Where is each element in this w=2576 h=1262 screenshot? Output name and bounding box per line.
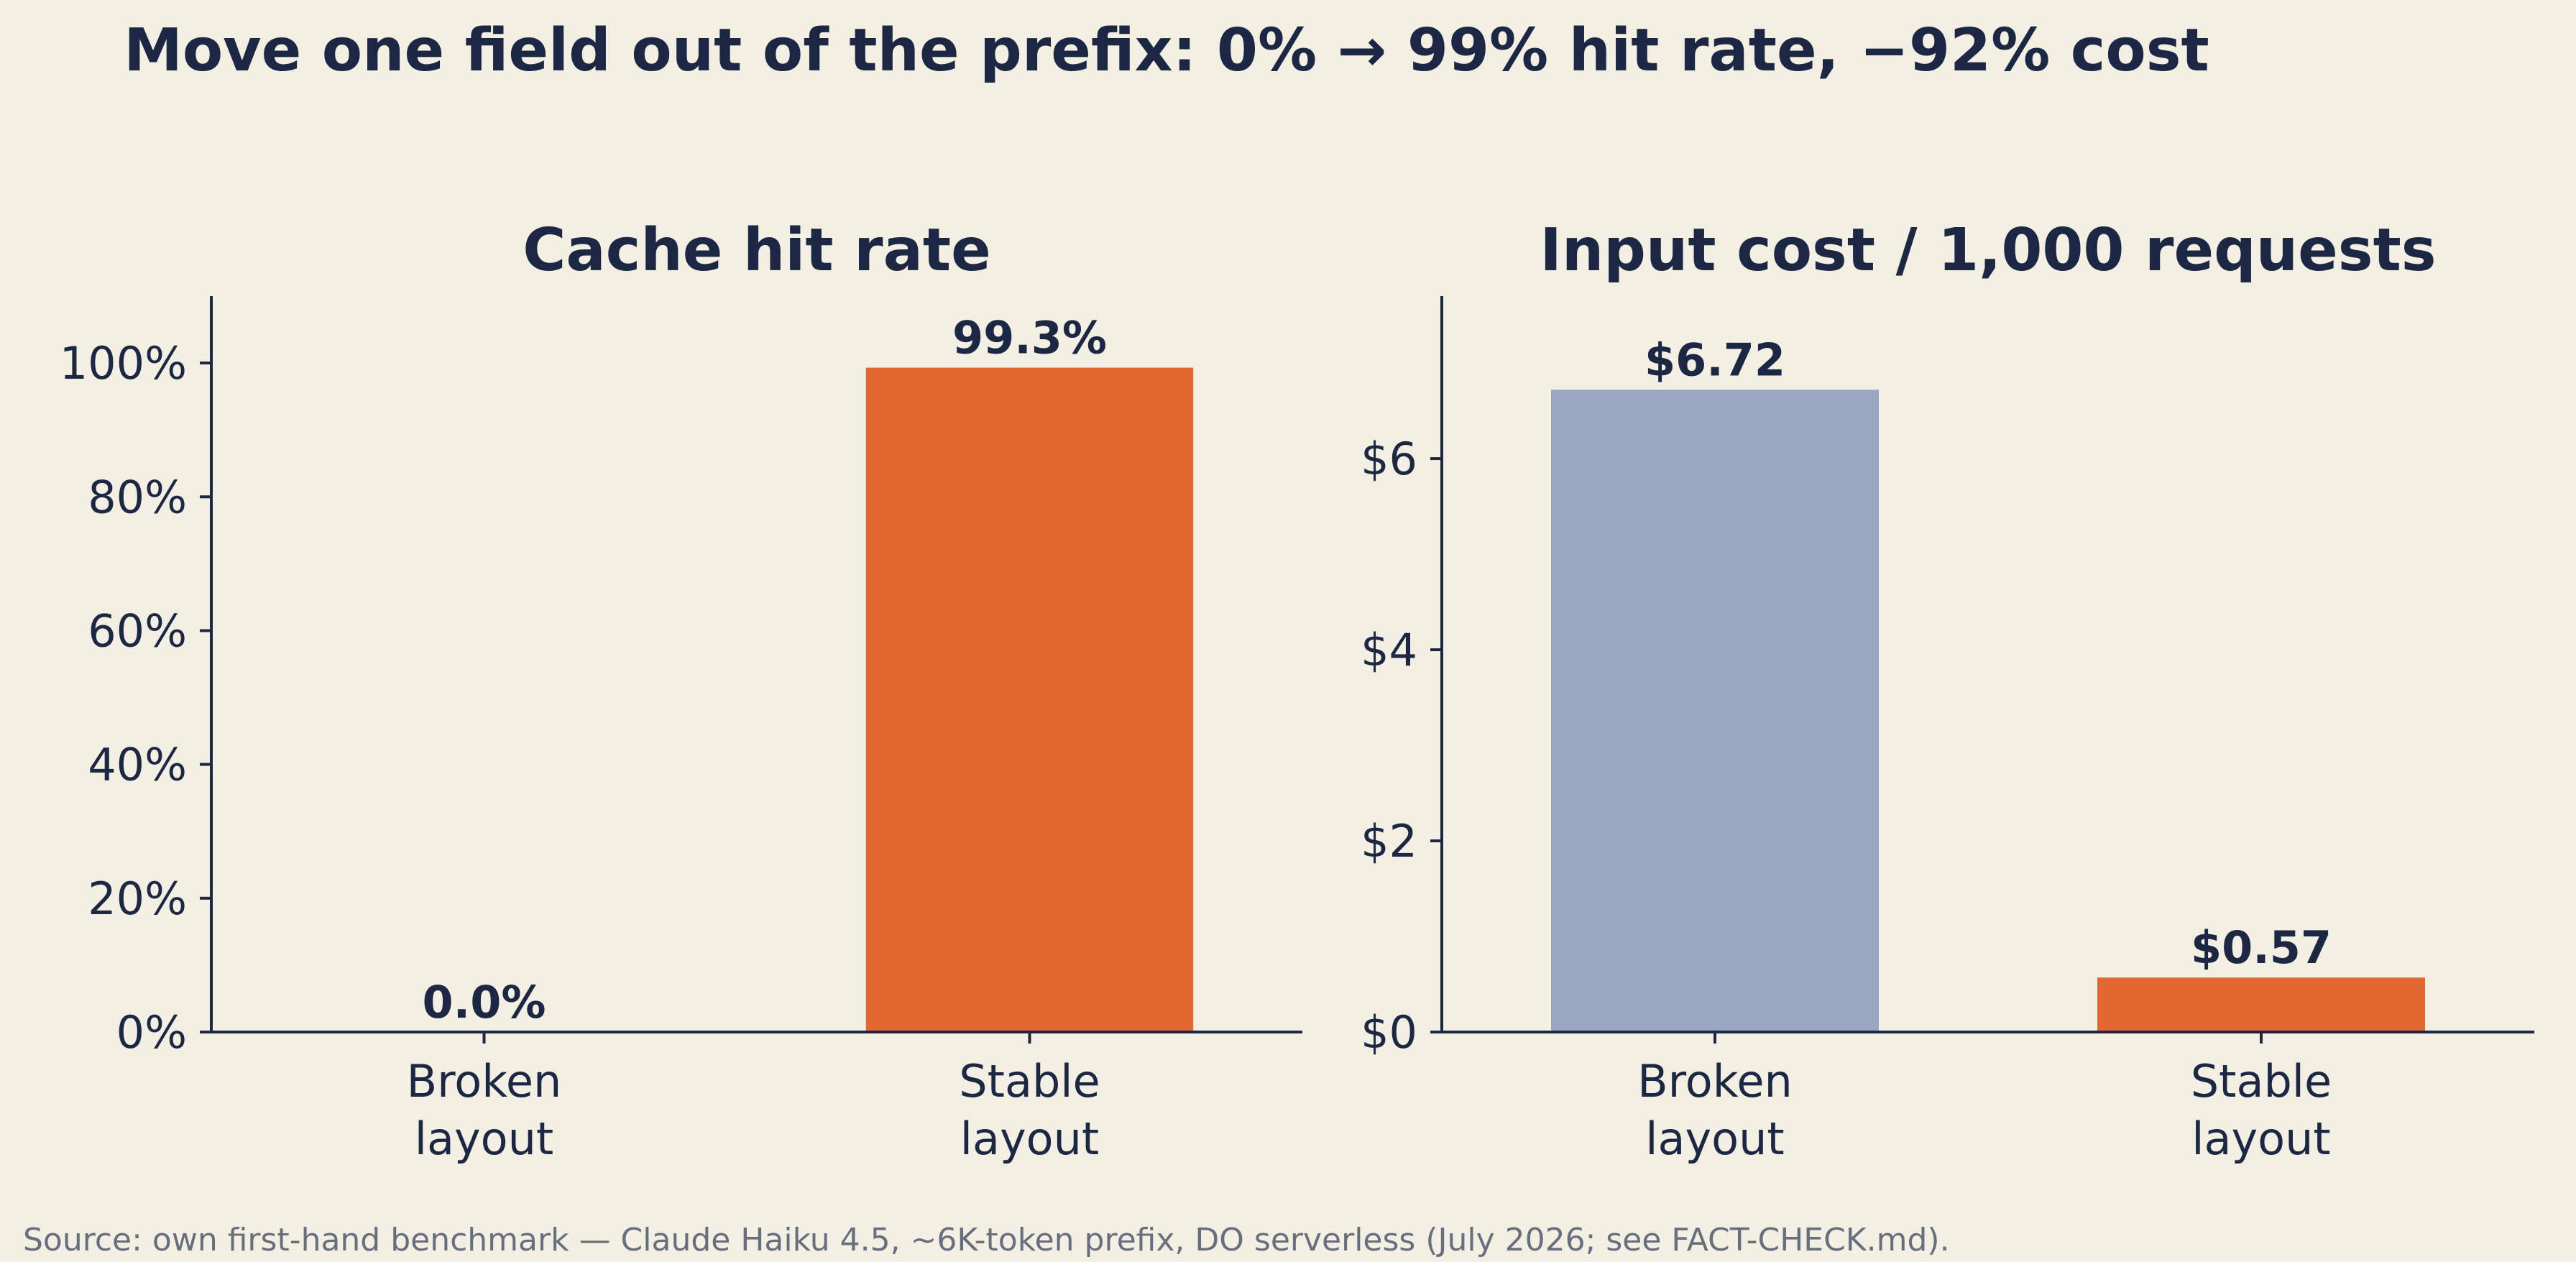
- bar-stable-layout: [865, 367, 1194, 1033]
- y-tick-label: $2: [1361, 815, 1417, 867]
- panel-title: Input cost / 1,000 requests: [1540, 216, 2436, 285]
- x-tick-label-line: layout: [1645, 1113, 1784, 1165]
- x-tick-label: Stable layout: [2191, 1055, 2332, 1165]
- y-tick-label: 100%: [60, 337, 187, 390]
- chart-panel-1: Cache hit rate 0.0% Broken layout 99.3% Stabl…: [60, 216, 1302, 1165]
- panel-title: Cache hit rate: [523, 216, 990, 285]
- x-tick-label-line: layout: [2191, 1113, 2330, 1165]
- x-tick-label: Stable layout: [959, 1055, 1100, 1165]
- y-tick-label: 80%: [88, 471, 187, 523]
- x-tick-label-line: layout: [960, 1113, 1099, 1165]
- x-tick-label-line: Broken: [407, 1055, 562, 1107]
- figure-title: Move one field out of the prefix: 0% → 9…: [124, 17, 2209, 85]
- x-tick-label-line: layout: [415, 1113, 553, 1165]
- x-tick-label: Broken layout: [1637, 1055, 1793, 1165]
- data-label: 99.3%: [952, 312, 1107, 364]
- x-tick-label: Broken layout: [407, 1055, 562, 1165]
- y-tick-label: 0%: [116, 1006, 187, 1059]
- y-tick-label: 20%: [88, 872, 187, 925]
- x-tick-label-line: Stable: [2191, 1055, 2332, 1107]
- x-tick-label-line: Broken: [1637, 1055, 1793, 1107]
- source-note: Source: own first-hand benchmark — Claud…: [23, 1222, 1950, 1258]
- y-tick-label: $4: [1361, 624, 1417, 676]
- bar-stable-layout: [2097, 977, 2425, 1032]
- y-tick-label: 60%: [88, 605, 187, 658]
- chart-panel-2: Input cost / 1,000 requests $6.72 Broken la…: [1361, 216, 2534, 1165]
- y-tick-label: $6: [1361, 433, 1417, 485]
- chart-panels: Cache hit rate 0.0% Broken layout 99.3% Stabl…: [60, 216, 2534, 1165]
- data-label: $6.72: [1644, 333, 1785, 386]
- y-tick-label: 40%: [88, 739, 187, 791]
- x-tick-label-line: Stable: [959, 1055, 1100, 1107]
- y-tick-label: $0: [1361, 1006, 1417, 1059]
- data-label: $0.57: [2191, 921, 2332, 974]
- data-label: 0.0%: [423, 976, 546, 1028]
- bar-broken-layout: [1551, 390, 1879, 1032]
